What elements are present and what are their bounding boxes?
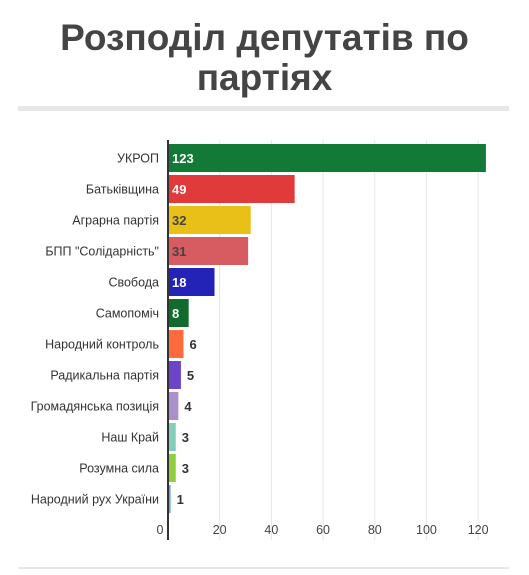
bar — [168, 330, 184, 358]
category-label: Свобода — [108, 276, 159, 290]
category-label: Аграрна партія — [72, 214, 159, 228]
category-label: Радикальна партія — [50, 369, 159, 383]
bar — [168, 268, 215, 296]
value-label: 3 — [182, 430, 189, 445]
value-label: 31 — [172, 244, 186, 259]
bar — [168, 144, 486, 172]
value-label: 1 — [177, 492, 184, 507]
value-label: 49 — [172, 182, 186, 197]
category-label: Самопоміч — [96, 307, 159, 321]
value-label: 32 — [172, 213, 186, 228]
bar — [168, 361, 181, 389]
bar — [168, 454, 176, 482]
value-label: 5 — [187, 368, 194, 383]
value-label: 4 — [184, 399, 192, 414]
bars — [168, 144, 486, 513]
x-tick-label: 40 — [264, 523, 278, 537]
x-tick-label: 80 — [368, 523, 382, 537]
bottom-divider — [18, 567, 509, 569]
value-label: 8 — [172, 306, 179, 321]
bar — [168, 485, 171, 513]
category-label: БПП "Солідарність" — [45, 245, 159, 259]
category-label: Громадянська позиція — [31, 400, 159, 414]
category-labels: УКРОП Батьківщина Аграрна партія БПП "Солід… — [31, 152, 159, 507]
title-divider — [18, 106, 509, 111]
bar — [168, 392, 179, 420]
bar — [168, 423, 176, 451]
category-label: Народний рух України — [31, 493, 159, 507]
category-label: Народний контроль — [45, 338, 159, 352]
x-axis-ticks: 0 20 40 60 80 100 120 — [157, 523, 489, 537]
bar — [168, 299, 189, 327]
value-label: 3 — [182, 461, 189, 476]
x-tick-label: 60 — [316, 523, 330, 537]
category-label: УКРОП — [117, 152, 159, 166]
bar — [168, 175, 295, 203]
x-tick-label: 0 — [157, 523, 164, 537]
category-label: Батьківщина — [86, 183, 159, 197]
bar — [168, 206, 251, 234]
x-tick-label: 20 — [213, 523, 227, 537]
value-label: 123 — [172, 151, 194, 166]
chart-title: Розподіл депутатів по партіях — [60, 17, 469, 98]
x-tick-label: 100 — [416, 523, 437, 537]
value-label: 18 — [172, 275, 186, 290]
x-tick-label: 120 — [468, 523, 489, 537]
bar — [168, 237, 249, 265]
value-label: 6 — [190, 337, 197, 352]
category-label: Наш Край — [101, 431, 159, 445]
category-label: Розумна сила — [79, 462, 159, 476]
